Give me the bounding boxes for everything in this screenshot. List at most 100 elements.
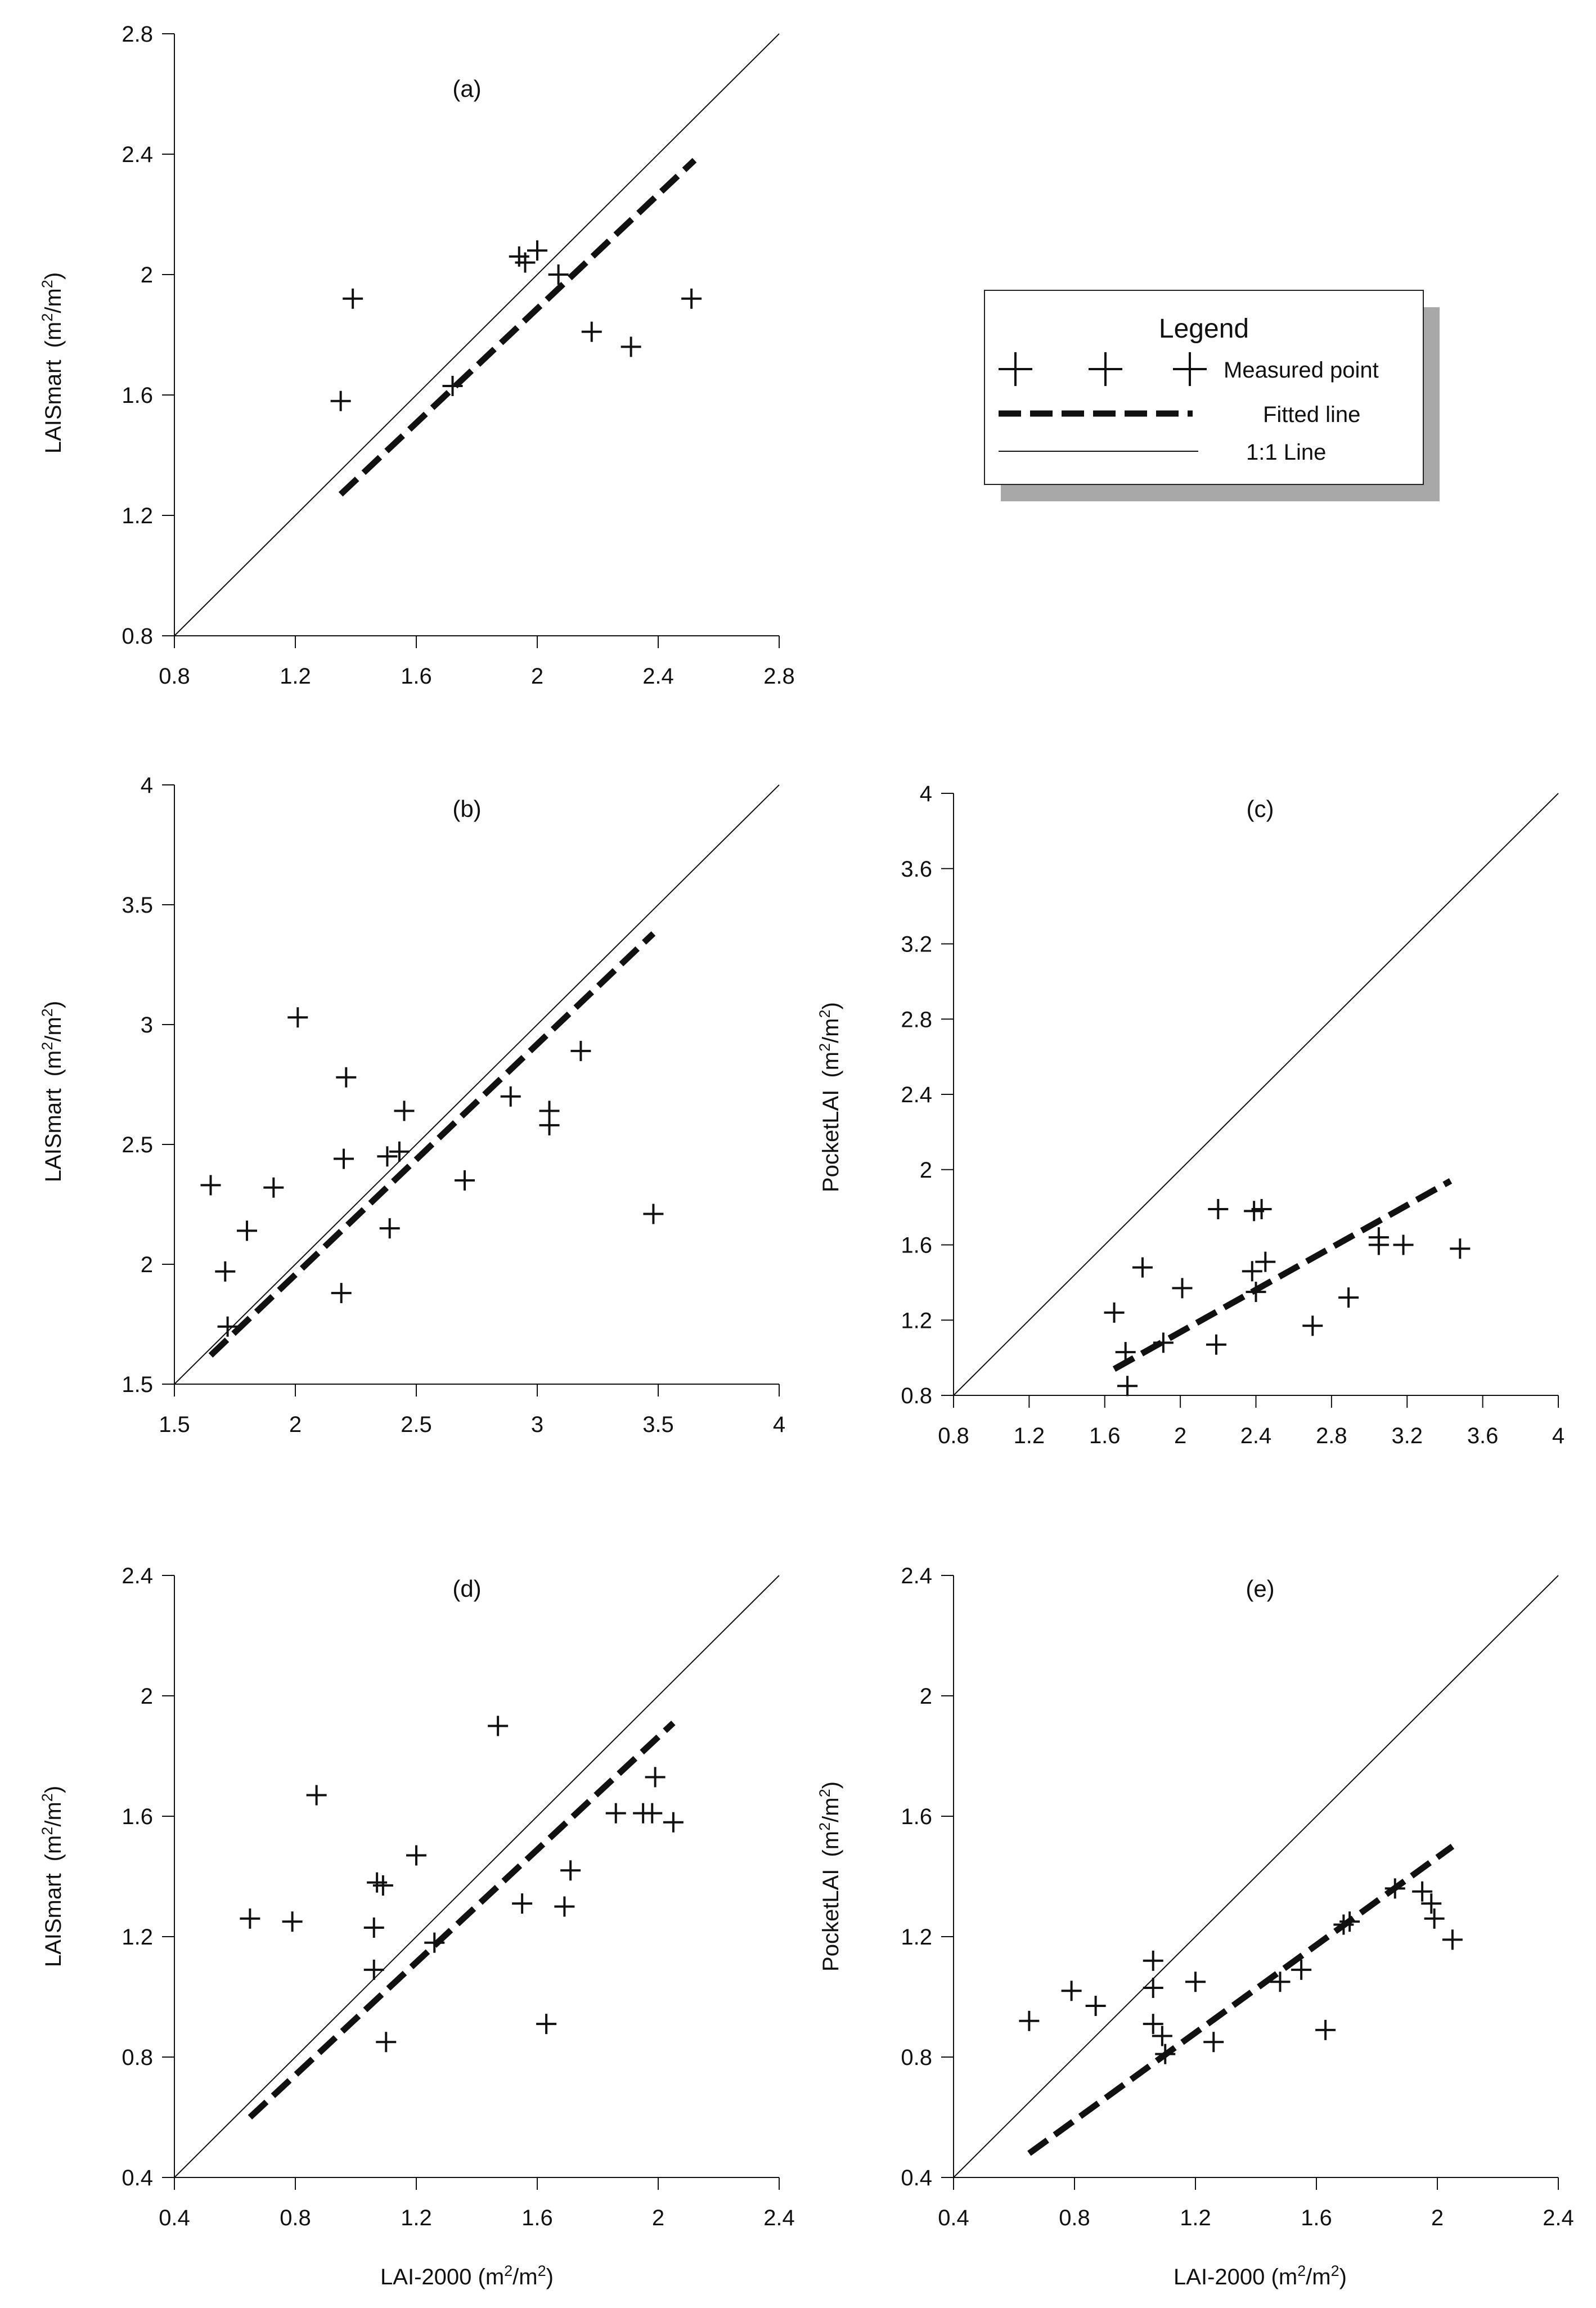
panel-b-ylabel: LAISmart (m2/m2) <box>39 1001 66 1182</box>
panel-c-ylabel-main: PocketLAI <box>819 1090 843 1192</box>
y-tick-label: 3 <box>141 1013 153 1038</box>
unit-text: ) <box>819 1002 843 1009</box>
y-tick-label: 1.6 <box>901 1804 932 1829</box>
data-point <box>237 1220 257 1241</box>
y-tick-label: 0.8 <box>122 624 153 649</box>
unit-superscript: 2 <box>1297 2262 1306 2279</box>
x-tick-label: 2.4 <box>1543 2206 1574 2230</box>
panel-d: 0.4 0.8 1.2 1.6 2 2.4 0.4 0.8 1.2 1.6 2 2.4 (d) LA… <box>39 1564 795 2289</box>
panel-b-axes <box>174 785 779 1385</box>
unit-superscript: 2 <box>1331 2262 1339 2279</box>
data-point <box>306 1785 327 1806</box>
panel-b-y-ticks: 1.5 2 2.5 3 3.5 4 <box>122 773 174 1397</box>
unit-superscript: 2 <box>538 2262 546 2279</box>
unit-text: /m <box>41 1802 66 1826</box>
unit-superscript: 2 <box>39 1793 56 1802</box>
y-tick-label: 1.6 <box>122 1804 153 1829</box>
data-point <box>200 1175 221 1196</box>
x-tick-label: 1.2 <box>1180 2206 1211 2230</box>
panel-b-points <box>200 1007 664 1337</box>
y-tick-label: 2.5 <box>122 1133 153 1157</box>
y-tick-label: 2.8 <box>122 22 153 47</box>
y-tick-label: 4 <box>141 773 153 798</box>
x-tick-label: 3.2 <box>1391 1424 1423 1448</box>
panel-e-ylabel-main: PocketLAI <box>819 1869 843 1972</box>
data-point <box>455 1170 475 1191</box>
unit-text: (m <box>41 1050 66 1077</box>
data-point <box>570 1040 591 1061</box>
y-tick-label: 0.4 <box>901 2166 932 2190</box>
x-tick-label: 2.4 <box>1240 1424 1272 1448</box>
panel-c-fit <box>1112 1178 1453 1372</box>
panel-d-ylabel-main: LAISmart <box>41 1873 66 1967</box>
data-point <box>1302 1315 1323 1336</box>
x-tick-label: 1.6 <box>401 664 432 689</box>
panel-b: 1.5 2 2.5 3 3.5 4 1.5 2 2.5 3 3.5 4 (b) LAISmart (… <box>39 773 785 1437</box>
panel-d-one-to-one <box>174 1575 780 2178</box>
panel-e: 0.4 0.8 1.2 1.6 2 2.4 0.4 0.8 1.2 1.6 2 2.4 (e) Po… <box>816 1564 1574 2289</box>
data-point <box>1172 1278 1193 1299</box>
one-to-one-line <box>953 1575 1559 2178</box>
unit-text: /m <box>1306 2265 1330 2289</box>
data-point <box>1242 1261 1262 1282</box>
unit-text: (m <box>41 322 66 348</box>
unit-text: ) <box>546 2265 554 2289</box>
data-point <box>1368 1234 1389 1255</box>
panel-b-ylabel-main: LAISmart <box>41 1088 66 1182</box>
x-tick-label: 0.4 <box>159 2206 190 2230</box>
data-point <box>1115 1342 1136 1363</box>
x-tick-label: 2 <box>652 2206 664 2230</box>
panel-a-ylabel-main: LAISmart <box>41 360 66 453</box>
unit-text: ) <box>41 1001 66 1008</box>
data-point <box>1117 1376 1138 1397</box>
data-point <box>330 390 351 411</box>
panel-e-one-to-one <box>953 1575 1559 2178</box>
panel-d-points <box>240 1716 684 2053</box>
y-tick-label: 1.2 <box>901 1308 932 1333</box>
unit-superscript: 2 <box>39 1008 56 1017</box>
unit-text: ) <box>41 272 66 280</box>
y-tick-label: 2 <box>141 263 153 288</box>
data-point <box>1085 1996 1106 2017</box>
data-point <box>1246 1282 1266 1303</box>
data-point <box>1412 1881 1433 1902</box>
data-point <box>1339 1911 1360 1932</box>
x-tick-label: 2.8 <box>1316 1424 1347 1448</box>
data-point <box>642 1803 663 1824</box>
panel-e-x-ticks: 0.4 0.8 1.2 1.6 2 2.4 <box>938 2177 1574 2230</box>
panel-e-title: (e) <box>1246 1575 1274 1602</box>
legend-label-measured: Measured point <box>1224 358 1379 383</box>
panel-e-ylabel: PocketLAI (m2/m2) <box>816 1781 843 1972</box>
panel-c-points <box>1104 1198 1471 1397</box>
x-tick-label: 3 <box>531 1412 543 1437</box>
data-point <box>1104 1302 1125 1323</box>
y-tick-label: 3.6 <box>901 857 932 882</box>
x-tick-label: 1.2 <box>280 664 311 689</box>
legend-box <box>984 290 1424 485</box>
y-tick-label: 4 <box>920 782 932 806</box>
data-point <box>240 1908 260 1929</box>
data-point <box>1143 1977 1163 1998</box>
unit-text: /m <box>41 1017 66 1041</box>
legend-label-fitted: Fitted line <box>1263 402 1360 427</box>
y-tick-label: 1.6 <box>901 1233 932 1258</box>
data-point <box>1155 2044 1176 2064</box>
panel-e-xlabel: LAI-2000 (m2/m2) <box>1174 2262 1347 2289</box>
y-tick-label: 3.2 <box>901 932 932 957</box>
data-point <box>1442 1929 1463 1950</box>
panel-d-xlabel: LAI-2000 (m2/m2) <box>380 2262 554 2289</box>
panel-c-x-ticks: 0.8 1.2 1.6 2 2.4 2.8 3.2 3.6 4 <box>938 1395 1564 1448</box>
unit-superscript: 2 <box>39 1042 56 1050</box>
panel-b-fit <box>208 931 656 1358</box>
unit-superscript: 2 <box>816 1043 833 1052</box>
unit-superscript: 2 <box>504 2262 512 2279</box>
data-point <box>1255 1251 1276 1272</box>
panel-a-ylabel-unit: (m2/m2) <box>39 272 66 348</box>
data-point <box>645 1767 666 1788</box>
panel-a-fit <box>338 158 697 497</box>
fitted-line <box>1027 1844 1455 2156</box>
panel-d-ylabel: LAISmart (m2/m2) <box>39 1786 66 1967</box>
panel-d-fit <box>248 1721 676 2120</box>
y-tick-label: 0.8 <box>901 2045 932 2070</box>
data-point <box>1132 1257 1153 1278</box>
